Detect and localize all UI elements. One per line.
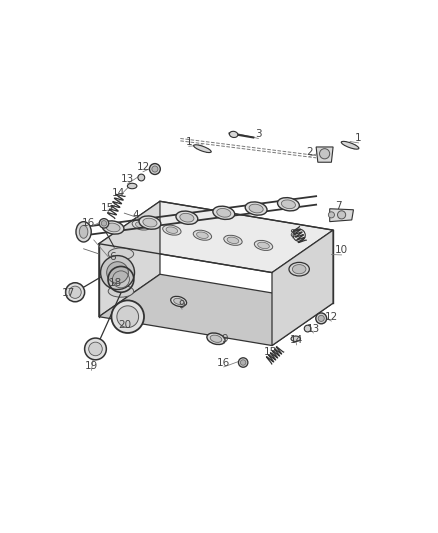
Ellipse shape <box>230 131 238 138</box>
Ellipse shape <box>166 227 178 233</box>
Ellipse shape <box>162 225 181 235</box>
Text: 16: 16 <box>217 358 230 368</box>
Ellipse shape <box>278 198 299 211</box>
Text: 14: 14 <box>290 335 303 345</box>
Ellipse shape <box>79 225 88 238</box>
Circle shape <box>117 306 138 328</box>
Text: 6: 6 <box>109 252 116 262</box>
Ellipse shape <box>224 235 242 245</box>
Ellipse shape <box>291 336 300 342</box>
Ellipse shape <box>174 298 184 304</box>
Circle shape <box>304 325 311 332</box>
Ellipse shape <box>213 206 235 220</box>
Ellipse shape <box>143 218 157 227</box>
Polygon shape <box>316 147 333 162</box>
Ellipse shape <box>293 264 306 274</box>
Text: 4: 4 <box>133 210 140 220</box>
Polygon shape <box>330 209 353 222</box>
Text: 3: 3 <box>255 129 262 139</box>
Polygon shape <box>99 201 333 272</box>
Circle shape <box>107 262 128 284</box>
Ellipse shape <box>127 183 137 189</box>
Circle shape <box>238 358 248 367</box>
Ellipse shape <box>341 141 359 149</box>
Circle shape <box>138 174 145 181</box>
Polygon shape <box>99 274 333 345</box>
Circle shape <box>328 212 335 218</box>
Ellipse shape <box>108 248 134 260</box>
Polygon shape <box>272 230 333 345</box>
Text: 1: 1 <box>186 137 192 147</box>
Ellipse shape <box>217 208 231 217</box>
Ellipse shape <box>227 237 239 244</box>
Ellipse shape <box>176 211 198 224</box>
Circle shape <box>99 219 109 228</box>
Text: 14: 14 <box>112 188 125 198</box>
Ellipse shape <box>139 216 161 229</box>
Circle shape <box>69 286 81 298</box>
Text: 9: 9 <box>221 334 228 344</box>
Ellipse shape <box>197 232 208 238</box>
Ellipse shape <box>210 335 222 342</box>
Ellipse shape <box>76 222 91 242</box>
Circle shape <box>338 211 346 219</box>
Ellipse shape <box>102 221 124 234</box>
Text: 15: 15 <box>264 348 277 357</box>
Text: 8: 8 <box>289 229 296 239</box>
Circle shape <box>149 164 160 174</box>
Circle shape <box>111 301 144 333</box>
Text: 16: 16 <box>81 219 95 228</box>
Ellipse shape <box>281 200 296 208</box>
Text: 18: 18 <box>109 278 122 288</box>
Ellipse shape <box>289 262 309 276</box>
Circle shape <box>101 256 134 289</box>
Circle shape <box>85 338 106 360</box>
Circle shape <box>318 316 324 321</box>
Ellipse shape <box>207 333 225 344</box>
Polygon shape <box>99 201 160 317</box>
Text: 12: 12 <box>136 163 150 172</box>
Ellipse shape <box>258 242 269 248</box>
Text: 1: 1 <box>355 133 362 143</box>
Ellipse shape <box>180 213 194 222</box>
Circle shape <box>66 282 85 302</box>
Text: 10: 10 <box>335 246 348 255</box>
Text: 13: 13 <box>307 324 320 334</box>
Text: 17: 17 <box>62 288 75 298</box>
Text: 2: 2 <box>306 147 313 157</box>
Circle shape <box>152 166 158 172</box>
Ellipse shape <box>249 204 263 213</box>
Text: 19: 19 <box>85 361 98 371</box>
Text: 12: 12 <box>325 312 338 322</box>
Ellipse shape <box>171 296 187 306</box>
Text: 15: 15 <box>101 203 114 213</box>
Ellipse shape <box>193 230 212 240</box>
Circle shape <box>240 360 246 365</box>
Text: 7: 7 <box>335 201 342 212</box>
Circle shape <box>320 149 330 159</box>
Circle shape <box>101 221 107 226</box>
Ellipse shape <box>254 240 273 251</box>
Circle shape <box>316 313 327 324</box>
Circle shape <box>88 342 102 356</box>
Text: 13: 13 <box>121 174 134 184</box>
Ellipse shape <box>194 145 211 152</box>
Ellipse shape <box>245 202 267 215</box>
Ellipse shape <box>106 223 120 232</box>
Ellipse shape <box>132 220 151 230</box>
Text: 20: 20 <box>118 320 131 330</box>
Ellipse shape <box>108 285 134 297</box>
Text: 9: 9 <box>179 300 185 310</box>
Ellipse shape <box>135 222 147 228</box>
